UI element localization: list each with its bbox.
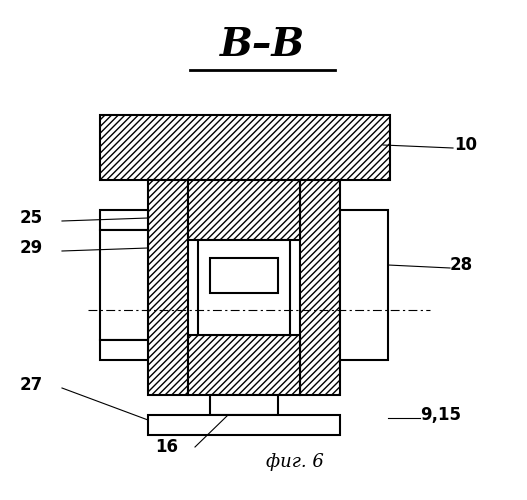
Bar bbox=[210, 258, 278, 293]
Bar bbox=[100, 115, 390, 180]
Text: 16: 16 bbox=[155, 438, 178, 456]
Bar bbox=[100, 340, 148, 360]
Text: 10: 10 bbox=[454, 136, 477, 154]
Bar bbox=[210, 395, 278, 415]
Bar bbox=[148, 180, 188, 395]
Text: 29: 29 bbox=[20, 239, 43, 257]
Bar bbox=[188, 335, 300, 395]
Bar bbox=[340, 210, 388, 360]
Text: 25: 25 bbox=[20, 209, 43, 227]
Bar bbox=[148, 415, 340, 435]
Text: 28: 28 bbox=[450, 256, 473, 274]
Text: 9,15: 9,15 bbox=[420, 406, 461, 424]
Text: фиг. 6: фиг. 6 bbox=[266, 453, 324, 471]
Bar bbox=[300, 180, 340, 395]
Bar bbox=[198, 240, 290, 335]
Bar bbox=[188, 180, 300, 240]
Text: 27: 27 bbox=[20, 376, 43, 394]
Bar bbox=[100, 230, 148, 340]
Bar bbox=[100, 210, 148, 230]
Text: В–В: В–В bbox=[220, 26, 306, 64]
